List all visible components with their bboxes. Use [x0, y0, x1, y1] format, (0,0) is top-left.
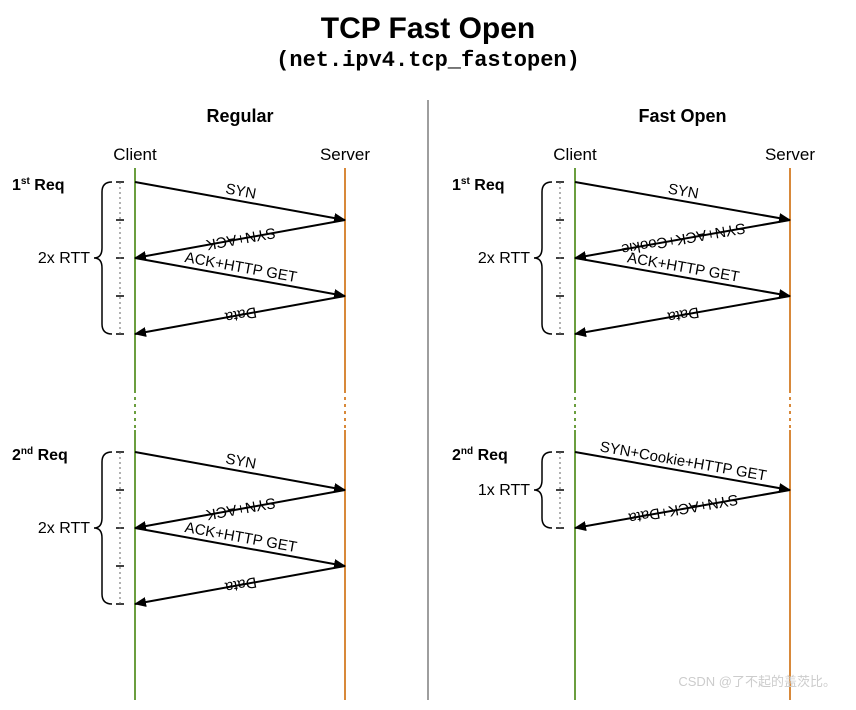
rtt-label: 2x RTT: [38, 250, 90, 267]
message-label: ACK+HTTP GET: [183, 519, 298, 556]
client-label: Client: [553, 145, 597, 164]
message-label: Data: [223, 303, 258, 325]
req-label: 1st Req: [452, 176, 504, 194]
req-label: 1st Req: [12, 176, 64, 194]
server-label: Server: [320, 145, 370, 164]
message-label: Data: [223, 573, 258, 595]
message-label: SYN+ACK+Data: [627, 490, 740, 526]
rtt-label: 1x RTT: [478, 482, 530, 499]
server-label: Server: [765, 145, 815, 164]
req-label: 2nd Req: [452, 446, 508, 464]
message-label: Data: [666, 303, 701, 325]
message-label: ACK+HTTP GET: [183, 249, 298, 286]
message-label: SYN+ACK: [205, 224, 277, 253]
client-label: Client: [113, 145, 157, 164]
rtt-label: 2x RTT: [478, 250, 530, 267]
left-panel-header: Regular: [206, 106, 273, 126]
rtt-label: 2x RTT: [38, 520, 90, 537]
message-label: SYN+ACK: [205, 494, 277, 523]
req-label: 2nd Req: [12, 446, 68, 464]
watermark: CSDN @了不起的盖茨比。: [678, 671, 836, 690]
message-label: ACK+HTTP GET: [626, 249, 741, 285]
right-panel-header: Fast Open: [638, 106, 726, 126]
diagram-svg: RegularClientServerSYNSYN+ACKACK+HTTP GE…: [0, 0, 856, 710]
